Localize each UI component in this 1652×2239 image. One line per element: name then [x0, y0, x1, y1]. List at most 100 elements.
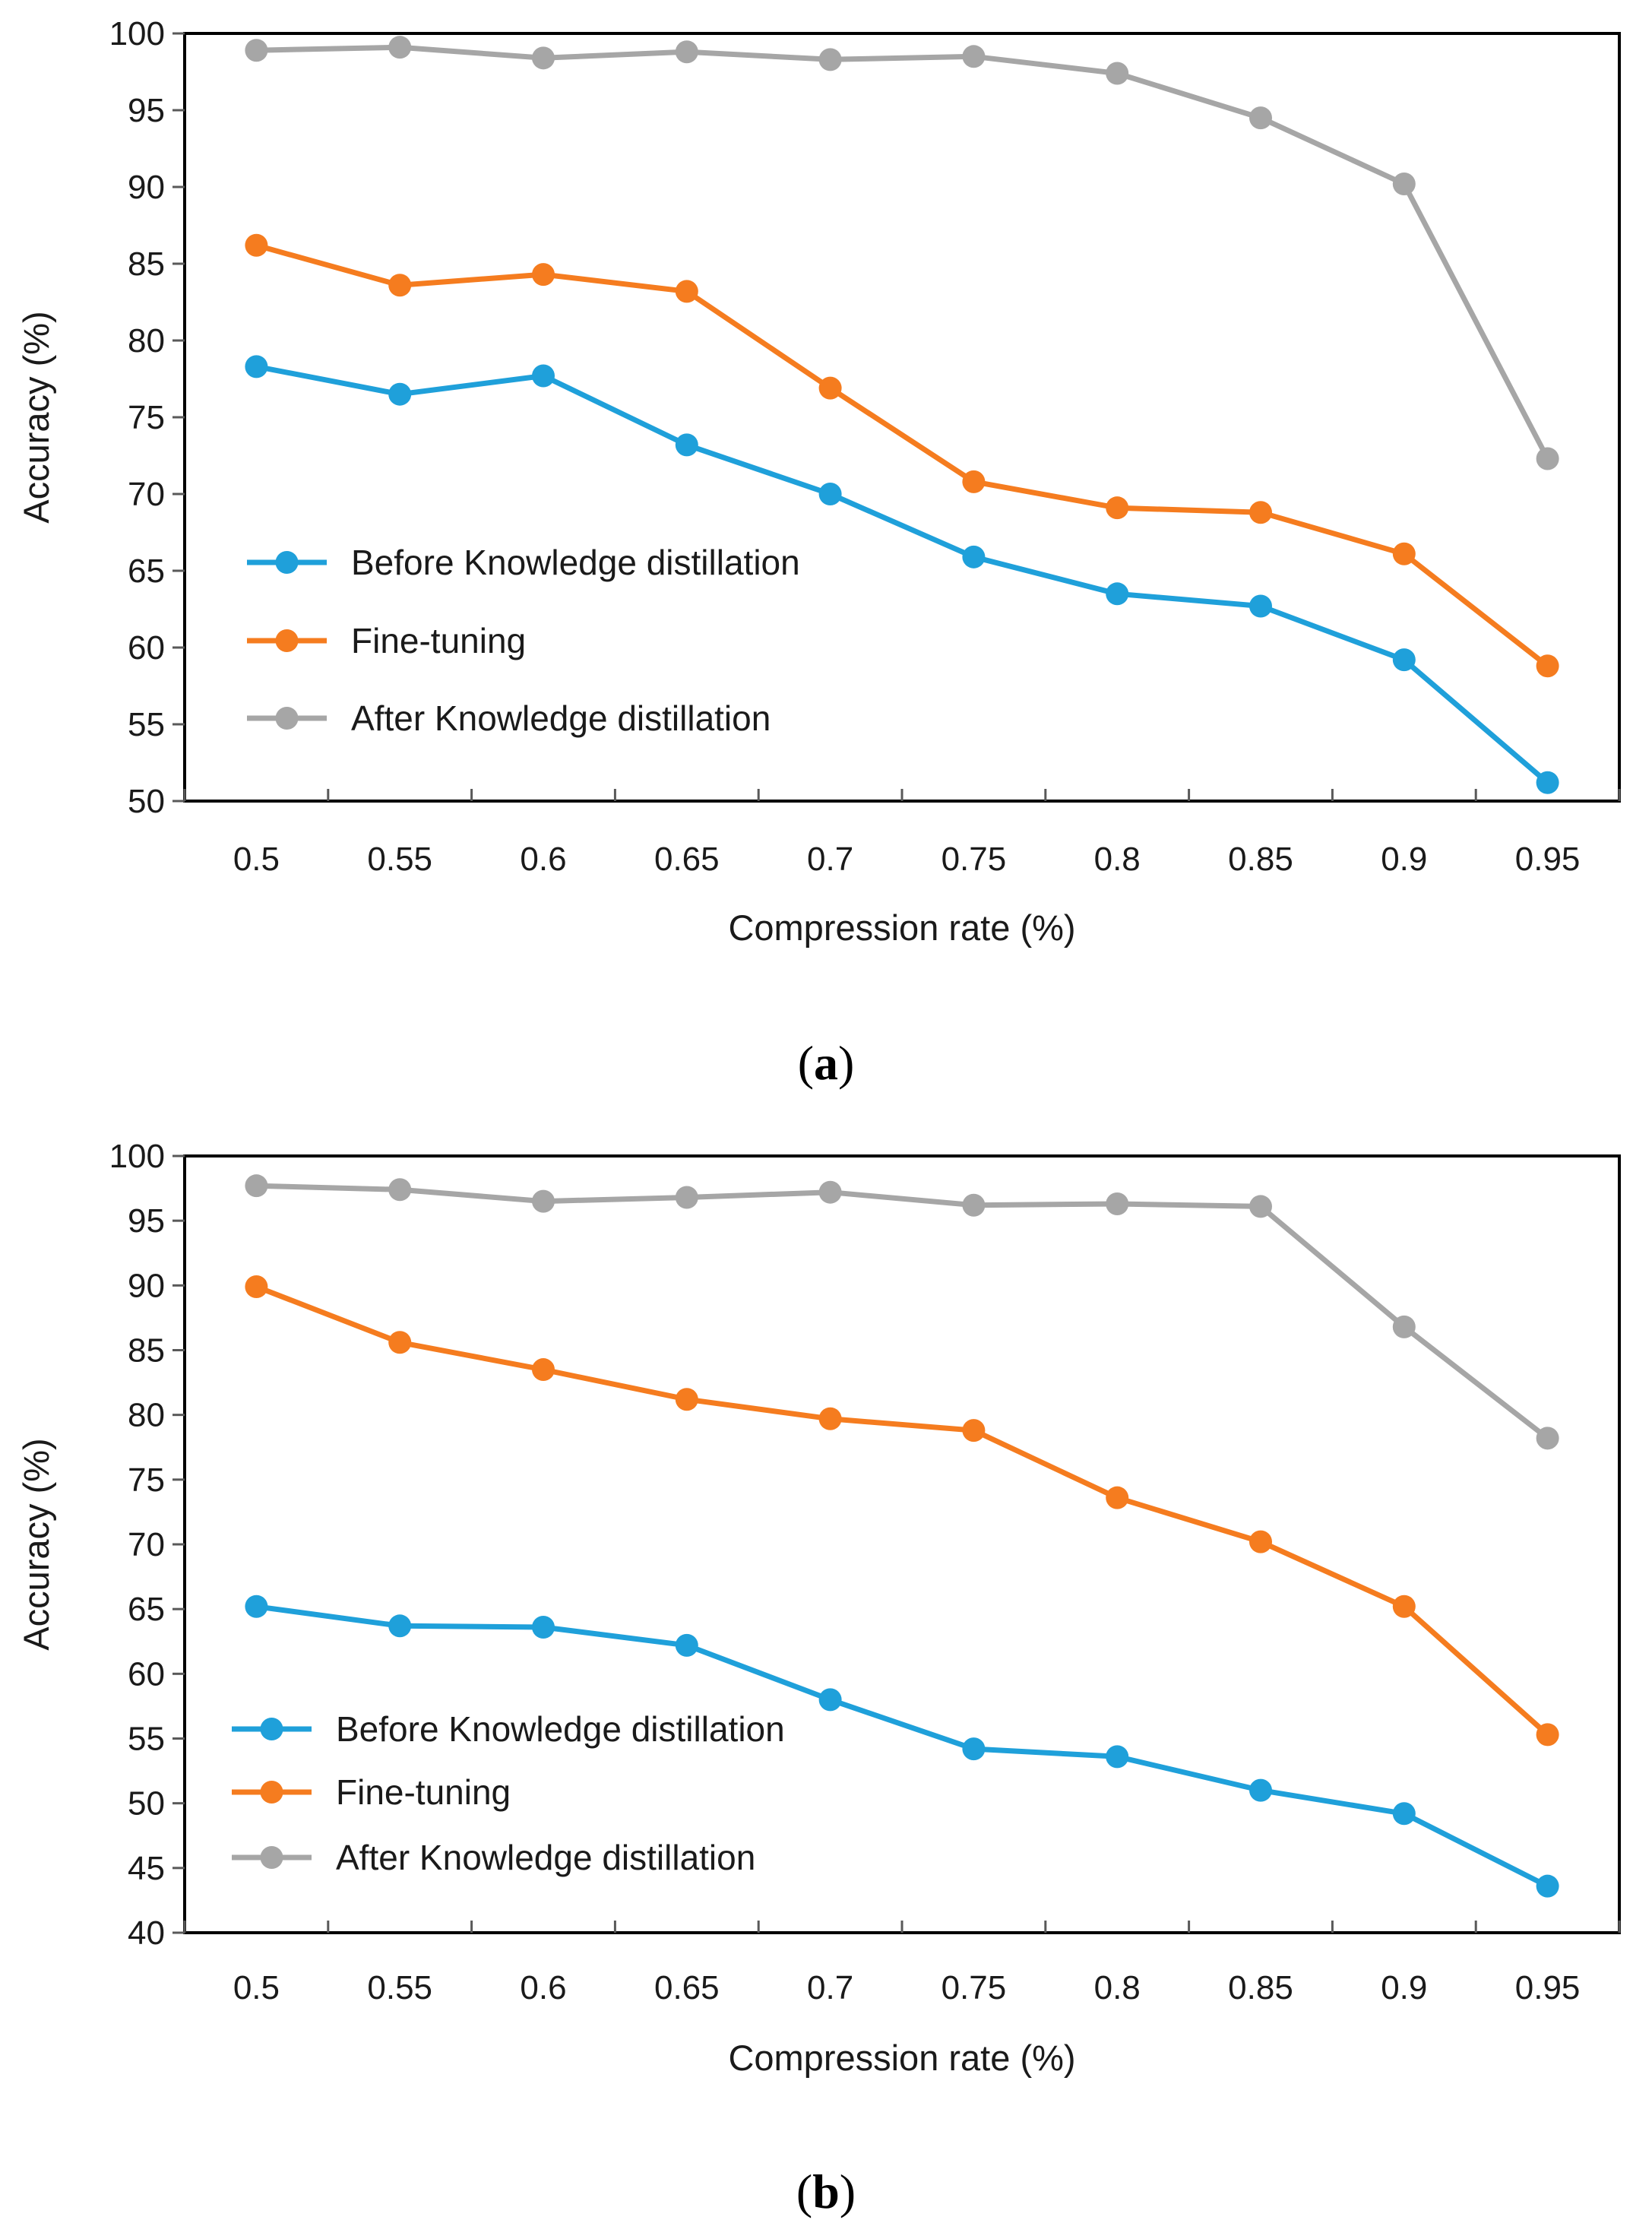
y-tick-label: 100 — [109, 15, 165, 52]
data-point-after — [675, 1186, 698, 1209]
y-tick-label: 70 — [128, 1526, 165, 1563]
data-point-before — [532, 364, 555, 388]
data-point-before — [245, 355, 268, 378]
series-line-finetune — [255, 242, 1549, 668]
series-line-after — [256, 44, 1550, 461]
y-tick-label: 65 — [128, 1591, 165, 1628]
x-tick-label: 0.65 — [654, 1969, 720, 2006]
x-tick-label: 0.7 — [807, 841, 853, 878]
data-point-before — [1536, 771, 1559, 794]
data-point-finetune — [532, 263, 555, 287]
y-tick-label: 95 — [128, 92, 165, 129]
data-point-finetune — [1249, 501, 1272, 524]
data-point-after — [1249, 106, 1272, 130]
data-point-finetune — [1106, 496, 1129, 520]
x-tick-label: 0.95 — [1515, 841, 1581, 878]
y-tick-label: 75 — [128, 1462, 165, 1499]
data-point-finetune — [818, 376, 842, 400]
legend-marker-after — [260, 1846, 283, 1869]
legend-marker-before — [260, 1718, 283, 1740]
chart-a-series — [245, 36, 1559, 794]
data-point-before — [388, 1614, 412, 1638]
y-tick-label: 80 — [128, 322, 165, 359]
data-point-after — [245, 1174, 268, 1198]
legend-marker-finetune — [260, 1781, 283, 1804]
data-point-before — [818, 483, 842, 505]
legend-label-before: Before Knowledge distillation — [351, 543, 800, 582]
y-tick-label: 70 — [128, 476, 165, 513]
x-tick-label: 0.7 — [807, 1969, 853, 2006]
x-tick-label: 0.65 — [654, 841, 720, 878]
legend-label-after: After Knowledge distillation — [351, 698, 771, 738]
legend-marker-after — [275, 707, 299, 730]
data-point-after — [1392, 1315, 1416, 1338]
x-tick-label: 0.6 — [520, 1969, 566, 2006]
y-tick-label: 55 — [128, 706, 165, 743]
legend-label-after: After Knowledge distillation — [336, 1838, 755, 1877]
data-point-finetune — [1536, 654, 1559, 678]
x-tick-label: 0.5 — [233, 1969, 280, 2006]
chart-a-legend: Before Knowledge distillation Fine-tuning… — [247, 543, 800, 738]
data-point-after — [388, 36, 412, 59]
data-point-before — [1392, 1802, 1416, 1826]
legend-marker-before — [275, 551, 299, 574]
data-point-after — [962, 45, 986, 68]
data-point-before — [962, 1737, 986, 1761]
chart-b-caption: (b) — [796, 2165, 856, 2218]
chart-b-x-axis-label: Compression rate (%) — [728, 2038, 1075, 2078]
data-point-after — [1106, 62, 1129, 85]
data-point-finetune — [818, 1407, 842, 1430]
y-tick-label: 50 — [128, 783, 165, 820]
data-point-before — [388, 382, 412, 406]
x-tick-label: 0.5 — [233, 841, 280, 878]
chart-a-y-ticks: 50 55 60 65 70 75 80 85 90 95 100 — [109, 15, 185, 820]
chart-a-plot-frame — [183, 32, 1621, 803]
y-tick-label: 75 — [128, 399, 165, 436]
y-tick-label: 40 — [128, 1914, 165, 1952]
data-point-after — [1106, 1192, 1129, 1216]
y-tick-label: 100 — [109, 1138, 165, 1175]
data-point-finetune — [388, 274, 412, 297]
data-point-finetune — [1392, 542, 1416, 565]
x-tick-label: 0.75 — [942, 841, 1007, 878]
y-tick-label: 60 — [128, 629, 165, 667]
x-tick-label: 0.75 — [942, 1969, 1007, 2006]
chart-a-caption: (a) — [798, 1036, 855, 1090]
series-line-finetune — [255, 1284, 1549, 1737]
data-point-finetune — [1106, 1486, 1129, 1509]
y-tick-label: 95 — [128, 1202, 165, 1240]
data-point-before — [1392, 648, 1416, 672]
data-point-after — [532, 1189, 555, 1213]
x-tick-label: 0.9 — [1381, 841, 1427, 878]
series-line-after — [256, 1183, 1549, 1441]
data-point-finetune — [1392, 1595, 1416, 1618]
x-tick-label: 0.55 — [367, 1969, 432, 2006]
x-tick-label: 0.55 — [367, 841, 432, 878]
data-point-finetune — [962, 470, 986, 493]
x-tick-label: 0.85 — [1228, 1969, 1293, 2006]
chart-a-x-axis-label: Compression rate (%) — [728, 907, 1075, 948]
y-tick-label: 50 — [128, 1785, 165, 1823]
y-tick-label: 55 — [128, 1721, 165, 1758]
data-point-before — [1249, 594, 1272, 618]
data-point-before — [675, 433, 698, 457]
legend-marker-finetune — [275, 629, 299, 652]
chart-b-caption-letter: b — [812, 2165, 840, 2218]
y-tick-label: 45 — [128, 1850, 165, 1887]
data-point-after — [1536, 447, 1559, 470]
chart-a-x-ticks: 0.5 0.55 0.6 0.65 0.7 0.75 0.8 0.85 0.9 0.95 — [183, 789, 1621, 878]
data-point-after — [675, 40, 698, 64]
x-tick-label: 0.6 — [520, 841, 566, 878]
data-point-before — [532, 1616, 555, 1639]
data-point-before — [245, 1595, 268, 1618]
chart-b-x-ticks: 0.5 0.55 0.6 0.65 0.7 0.75 0.8 0.85 0.9 0.95 — [183, 1921, 1621, 2006]
data-point-before — [675, 1633, 698, 1657]
data-point-before — [1536, 1874, 1559, 1898]
data-point-after — [962, 1193, 986, 1217]
chart-b-y-ticks: 40 45 50 55 60 65 70 75 80 85 90 95 100 — [109, 1138, 185, 1952]
chart-a-y-axis-label: Accuracy (%) — [16, 311, 56, 523]
data-point-finetune — [1249, 1530, 1272, 1553]
y-tick-label: 90 — [128, 1267, 165, 1304]
